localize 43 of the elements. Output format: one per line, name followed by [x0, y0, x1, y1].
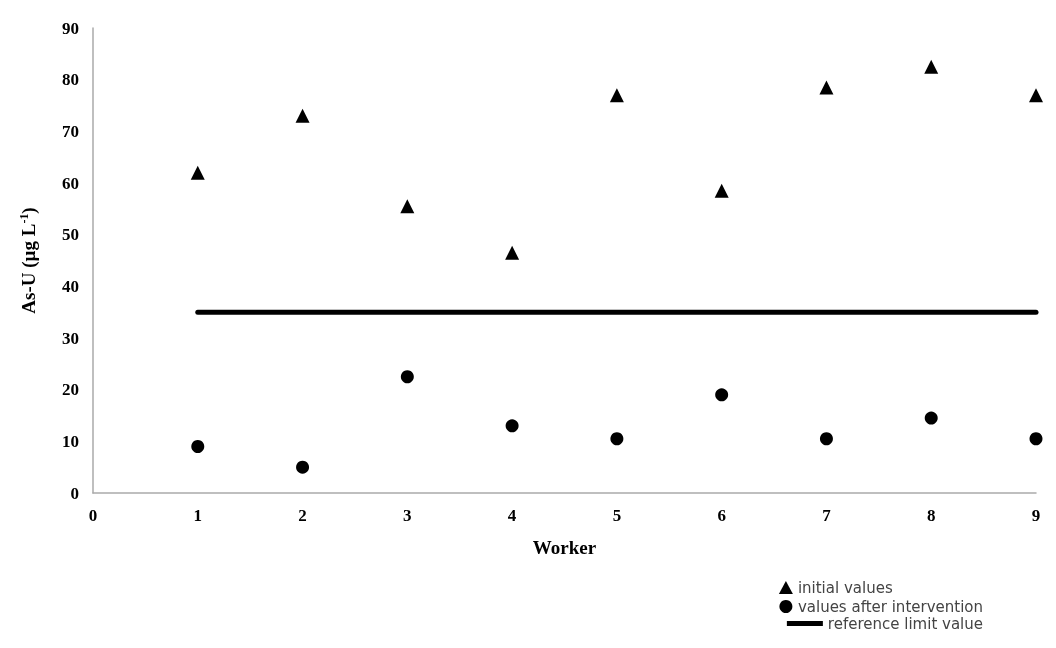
- point: [295, 108, 310, 123]
- y-tick-label: 50: [62, 225, 79, 245]
- point: [714, 183, 729, 198]
- point: [609, 88, 624, 103]
- point: [819, 80, 834, 95]
- y-tick-label: 0: [70, 483, 79, 503]
- point: [505, 245, 520, 260]
- x-tick-label: 6: [717, 506, 726, 525]
- y-axis-title: As-U (µg L-1): [17, 207, 40, 314]
- legend-label: values after intervention: [797, 597, 983, 616]
- legend-label: initial values: [797, 578, 893, 597]
- point: [191, 440, 205, 453]
- point: [819, 432, 833, 446]
- x-tick-label: 3: [403, 506, 412, 525]
- y-tick-label: 10: [62, 431, 79, 451]
- x-tick-label: 1: [193, 506, 203, 525]
- point: [400, 199, 415, 214]
- legend-label: reference limit value: [827, 614, 984, 633]
- point: [610, 432, 624, 446]
- point: [190, 165, 205, 180]
- y-tick-label: 40: [62, 276, 79, 296]
- x-tick-label: 2: [298, 506, 307, 525]
- point: [1029, 432, 1043, 446]
- x-tick-label: 8: [926, 506, 936, 525]
- x-tick-label: 7: [822, 506, 832, 525]
- point: [296, 460, 310, 474]
- point: [924, 59, 939, 74]
- x-tick-label: 0: [88, 506, 98, 525]
- y-tick-label: 20: [62, 380, 79, 400]
- x-tick-label: 5: [612, 506, 622, 525]
- point: [400, 370, 414, 384]
- point: [1029, 88, 1043, 103]
- y-tick-label: 30: [62, 328, 79, 348]
- point: [505, 419, 519, 433]
- y-tick-label: 60: [62, 173, 79, 193]
- point: [715, 388, 729, 402]
- x-tick-label: 9: [1031, 506, 1041, 525]
- point: [924, 411, 938, 425]
- x-tick-label: 4: [507, 506, 517, 525]
- y-tick-label: 80: [62, 70, 79, 90]
- x-axis-title: Worker: [532, 537, 597, 558]
- y-tick-label: 70: [62, 121, 79, 141]
- y-tick-label: 90: [62, 18, 79, 38]
